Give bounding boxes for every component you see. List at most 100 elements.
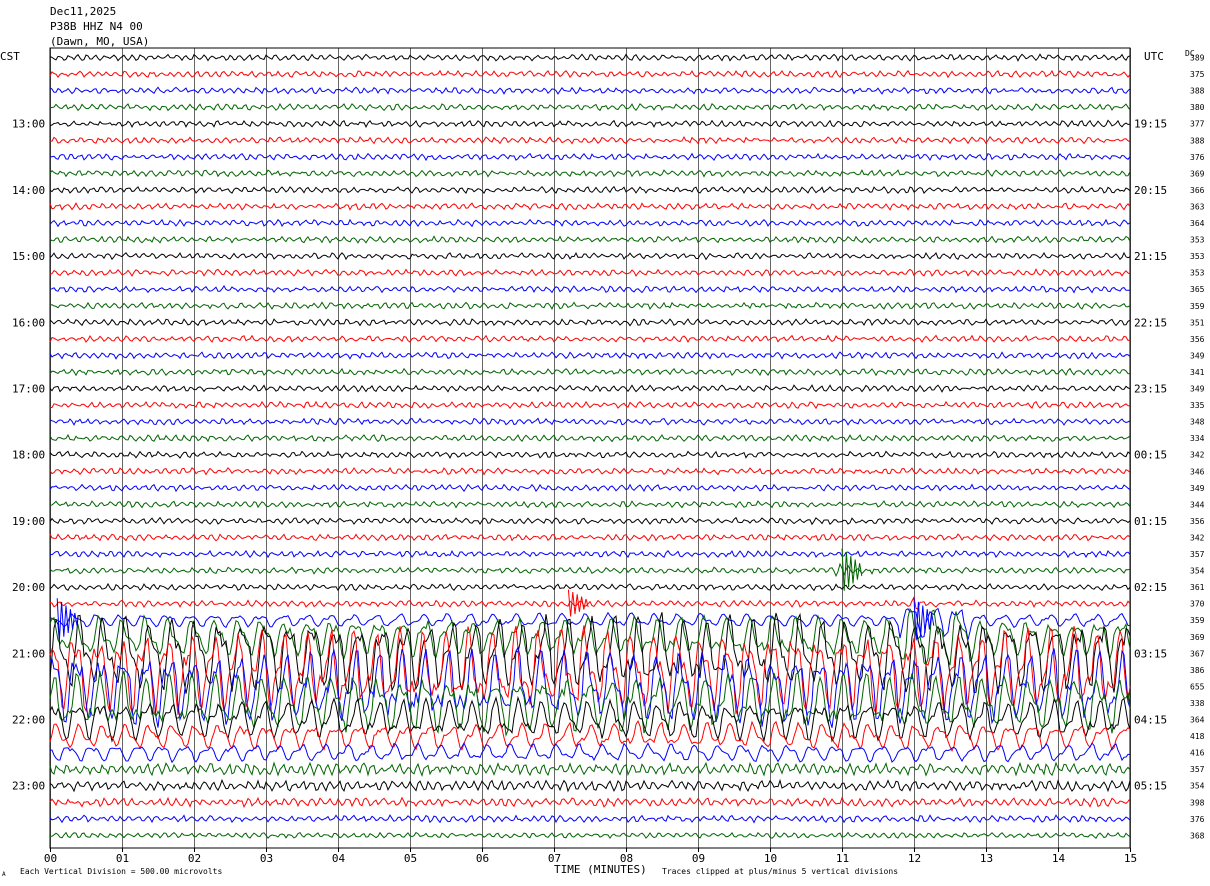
dc-offset-label: 365 <box>1190 285 1205 294</box>
trace-line <box>49 351 1131 360</box>
dc-offset-label: 364 <box>1190 219 1205 228</box>
minute-tick-label: 04 <box>332 852 346 865</box>
minute-tick-label: 02 <box>188 852 201 865</box>
dc-offset-label: 346 <box>1190 467 1205 476</box>
right-timezone-label: UTC <box>1144 50 1164 63</box>
scale-note: Each Vertical Division = 500.00 microvol… <box>20 867 223 876</box>
dc-offset-label: 376 <box>1190 815 1205 824</box>
trace-line <box>49 761 1131 777</box>
dc-offset-label: 354 <box>1190 567 1205 576</box>
left-hour-label: 14:00 <box>12 184 45 197</box>
right-hour-label: 03:15 <box>1134 647 1167 660</box>
right-hour-label: 19:15 <box>1134 118 1167 131</box>
trace-line <box>49 384 1131 393</box>
trace-line <box>49 251 1131 261</box>
trace-line <box>49 235 1131 244</box>
dc-offset-label: 398 <box>1190 798 1205 807</box>
dc-offset-label: 380 <box>1190 103 1205 112</box>
trace-group <box>49 53 1131 840</box>
minute-tick-label: 12 <box>908 852 921 865</box>
dc-offset-label: 349 <box>1190 484 1205 493</box>
left-hour-label: 22:00 <box>12 714 45 727</box>
trace-line <box>49 152 1131 162</box>
trace-line <box>49 400 1131 410</box>
right-hour-label: 04:15 <box>1134 714 1167 727</box>
dc-offset-label: 370 <box>1190 600 1205 609</box>
trace-line <box>49 595 1131 610</box>
trace-line <box>49 285 1130 294</box>
trace-line <box>49 562 1131 578</box>
left-hour-label: 20:00 <box>12 581 45 594</box>
dc-offset-label: 416 <box>1190 749 1205 758</box>
minute-tick-label: 10 <box>764 852 777 865</box>
dc-offset-label: 335 <box>1190 401 1205 410</box>
trace-line <box>49 500 1131 509</box>
trace-line <box>49 86 1131 95</box>
trace-line <box>49 612 1131 695</box>
trace-line <box>49 516 1131 526</box>
dc-offset-label: 359 <box>1190 302 1205 311</box>
trace-line <box>49 450 1131 459</box>
dc-offset-label: 342 <box>1190 533 1205 542</box>
dc-offset-label: 338 <box>1190 699 1205 708</box>
dc-offset-label: 389 <box>1190 54 1205 63</box>
dc-heading: DC <box>1185 49 1195 58</box>
trace-line <box>49 69 1131 79</box>
trace-line <box>49 466 1131 476</box>
dc-offset-label: 364 <box>1190 716 1205 725</box>
trace-line <box>49 367 1131 377</box>
trace-line <box>49 318 1131 327</box>
dc-offset-label: 351 <box>1190 318 1205 327</box>
trace-line <box>49 433 1131 443</box>
dc-offset-label: 361 <box>1190 583 1205 592</box>
trace-line <box>49 831 1131 840</box>
trace-line <box>49 670 1131 737</box>
left-hour-label: 17:00 <box>12 383 45 396</box>
dc-offset-label: 418 <box>1190 732 1205 741</box>
dc-offset-label: 357 <box>1190 765 1205 774</box>
right-hour-label: 22:15 <box>1134 316 1167 329</box>
event-mark <box>841 548 863 591</box>
dc-offset-label: 357 <box>1190 550 1205 559</box>
minute-tick-label: 08 <box>620 852 633 865</box>
dc-offset-label: 369 <box>1190 169 1205 178</box>
trace-line <box>49 417 1131 426</box>
trace-line <box>49 778 1131 793</box>
minute-tick-label: 09 <box>692 852 705 865</box>
left-hour-label: 19:00 <box>12 515 45 528</box>
trace-line <box>49 741 1130 764</box>
dc-offset-label: 359 <box>1190 616 1205 625</box>
right-hour-label: 21:15 <box>1134 250 1167 263</box>
trace-line <box>49 607 1131 666</box>
left-hour-label: 18:00 <box>12 449 45 462</box>
trace-line <box>49 796 1131 809</box>
dc-offset-label: 655 <box>1190 682 1205 691</box>
minute-tick-label: 03 <box>260 852 273 865</box>
trace-line <box>49 301 1131 311</box>
dc-offset-label: 375 <box>1190 70 1205 79</box>
dc-offset-label: 348 <box>1190 418 1205 427</box>
left-hour-label: 21:00 <box>12 647 45 660</box>
dc-offset-label: 377 <box>1190 120 1205 129</box>
dc-offset-label: 366 <box>1190 186 1205 195</box>
minute-tick-label: 07 <box>548 852 561 865</box>
left-hour-label: 13:00 <box>12 118 45 131</box>
header-station: P38B HHZ N4 00 <box>50 20 143 33</box>
dc-offset-label: 349 <box>1190 351 1205 360</box>
dc-offset-label: 388 <box>1190 136 1205 145</box>
trace-line <box>49 533 1131 542</box>
event-mark <box>56 598 78 641</box>
dc-offset-label: 344 <box>1190 500 1205 509</box>
left-timezone-label: CST <box>0 50 20 63</box>
dc-offset-label: 353 <box>1190 252 1205 261</box>
dc-offset-label: 368 <box>1190 831 1205 840</box>
dc-offset-label: 353 <box>1190 236 1205 245</box>
trace-line <box>49 814 1131 824</box>
dc-offset-label: 386 <box>1190 666 1205 675</box>
clip-note: Traces clipped at plus/minus 5 vertical … <box>662 867 899 876</box>
dc-offset-label: 388 <box>1190 87 1205 96</box>
minute-tick-label: 11 <box>836 852 849 865</box>
minute-tick-label: 15 <box>1124 852 1137 865</box>
dc-offset-label: 342 <box>1190 451 1205 460</box>
